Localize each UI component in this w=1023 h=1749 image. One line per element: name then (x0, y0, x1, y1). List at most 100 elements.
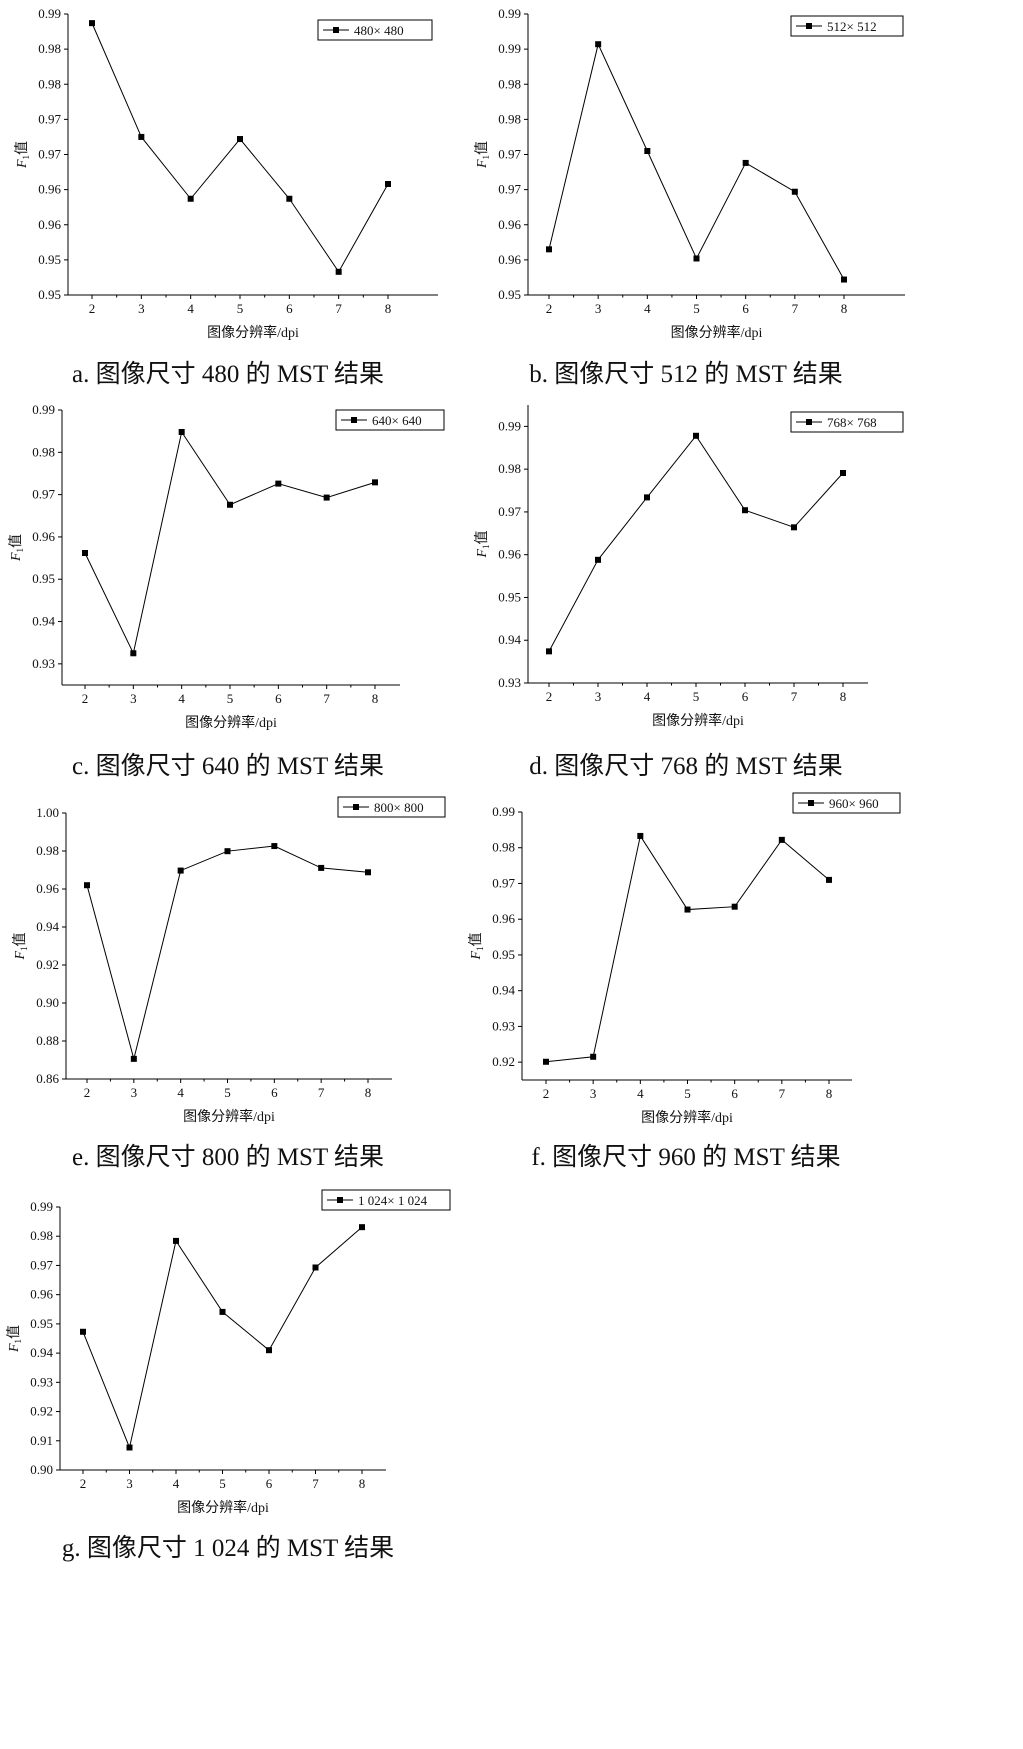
data-point (778, 836, 785, 843)
x-tick-label: 3 (595, 301, 602, 316)
x-tick-label: 7 (323, 691, 330, 706)
x-tick-label: 8 (385, 301, 392, 316)
y-tick-label: 0.99 (498, 6, 521, 21)
data-point (546, 246, 552, 253)
y-axis-label-sub: 1 (19, 946, 29, 951)
y-axis-label-suffix: 值 (474, 141, 490, 155)
y-tick-label: 0.93 (492, 1018, 515, 1033)
y-tick-label: 0.93 (32, 656, 55, 671)
x-tick-label: 5 (684, 1086, 691, 1101)
legend-marker (351, 417, 357, 423)
y-axis-label-suffix: 值 (6, 1325, 22, 1339)
data-point (595, 41, 602, 48)
data-point (312, 1264, 319, 1271)
x-tick-label: 7 (791, 689, 798, 704)
y-tick-label: 0.98 (498, 461, 521, 476)
y-tick-label: 0.98 (38, 41, 61, 56)
x-tick-label: 5 (693, 301, 700, 316)
data-point (590, 1053, 597, 1060)
y-axis-label-sub: 1 (481, 155, 491, 160)
y-tick-label: 0.98 (36, 843, 59, 858)
chart-caption: a. 图像尺寸 480 的 MST 结果 (72, 360, 384, 388)
y-tick-label: 0.92 (492, 1054, 515, 1069)
series-line (548, 42, 845, 280)
y-tick-label: 0.97 (32, 487, 55, 502)
y-tick-label: 0.96 (498, 547, 521, 562)
chart-caption: f. 图像尺寸 960 的 MST 结果 (531, 1143, 840, 1171)
y-tick-label: 0.97 (38, 147, 61, 162)
x-tick-label: 6 (731, 1086, 738, 1101)
y-tick-label: 0.94 (498, 632, 521, 647)
chart-caption: e. 图像尺寸 800 的 MST 结果 (72, 1143, 384, 1171)
x-tick-label: 5 (237, 301, 244, 316)
data-point (275, 480, 282, 487)
data-point (266, 1347, 272, 1354)
x-tick-label: 6 (742, 301, 749, 316)
y-tick-label: 0.99 (492, 804, 515, 819)
x-tick-label: 6 (275, 691, 282, 706)
series-line (82, 1226, 363, 1450)
legend-box (790, 15, 904, 37)
x-tick-label: 3 (131, 1085, 138, 1100)
x-tick-label: 4 (644, 301, 651, 316)
data-point (841, 276, 847, 283)
x-axis-label: 图像分辨率/dpi (641, 1109, 733, 1126)
x-tick-label: 5 (219, 1476, 226, 1491)
x-tick-label: 7 (318, 1085, 325, 1100)
y-tick-label: 0.99 (32, 402, 55, 417)
y-axis-label: F1值 (6, 1325, 23, 1353)
x-tick-label: 2 (80, 1476, 87, 1491)
data-point (84, 882, 90, 889)
x-tick-label: 3 (130, 691, 137, 706)
y-tick-label: 0.97 (498, 182, 521, 197)
y-axis-label: F1值 (8, 534, 25, 562)
y-tick-label: 0.95 (32, 571, 55, 586)
data-point (323, 494, 330, 501)
chart-b: 0.95 0.96 0.96 0.97 0.97 0.98 0.98 0.99 0.99 2 3 4 5… (474, 6, 905, 388)
data-point (644, 494, 650, 501)
y-tick-label: 0.98 (492, 840, 515, 855)
legend-marker (808, 800, 814, 806)
x-tick-label: 8 (840, 689, 847, 704)
data-point (286, 195, 293, 202)
chart-caption: d. 图像尺寸 768 的 MST 结果 (529, 752, 842, 780)
y-tick-label: 0.92 (30, 1404, 53, 1419)
y-tick-label: 0.98 (30, 1228, 53, 1243)
y-axis-label-sub: 1 (475, 946, 485, 951)
y-tick-label: 0.99 (30, 1199, 53, 1214)
y-tick-label: 0.94 (492, 983, 515, 998)
data-point (80, 1328, 86, 1335)
x-tick-label: 3 (590, 1086, 597, 1101)
y-tick-label: 0.96 (38, 182, 61, 197)
data-point (693, 255, 700, 262)
y-tick-label: 0.98 (32, 444, 55, 459)
data-point (372, 479, 378, 486)
x-tick-label: 3 (595, 689, 602, 704)
chart-d: 0.93 0.94 0.95 0.96 0.97 0.98 0.99 2 3 4 5 6 7 8 图像分辨率… (474, 405, 904, 780)
y-axis-label: F1值 (474, 141, 491, 169)
y-tick-label: 0.97 (498, 147, 521, 162)
y-tick-label: 0.98 (498, 76, 521, 91)
chart-a: 0.95 0.95 0.96 0.96 0.97 0.97 0.98 0.98 0.99 2 3 4 5… (14, 6, 438, 388)
y-tick-label: 0.97 (30, 1257, 53, 1272)
legend-box (321, 1189, 451, 1211)
y-tick-label: 0.95 (38, 287, 61, 302)
y-axis-label-sub: 1 (481, 544, 491, 549)
y-tick-label: 0.92 (36, 957, 59, 972)
y-tick-label: 0.96 (498, 252, 521, 267)
x-tick-label: 2 (82, 691, 89, 706)
y-axis-label-main: F (7, 1343, 22, 1353)
y-axis-label-suffix: 值 (14, 141, 30, 155)
y-tick-label: 1.00 (36, 805, 59, 820)
legend-box (790, 411, 904, 433)
x-tick-label: 8 (826, 1086, 833, 1101)
y-tick-label: 0.99 (498, 418, 521, 433)
y-axis-label-main: F (475, 159, 490, 169)
data-point (271, 843, 278, 850)
legend-marker (333, 27, 339, 33)
data-point (130, 1055, 137, 1062)
y-tick-label: 0.97 (498, 504, 521, 519)
data-point (335, 268, 342, 275)
y-tick-label: 0.95 (492, 947, 515, 962)
y-axis-label-main: F (13, 951, 28, 961)
